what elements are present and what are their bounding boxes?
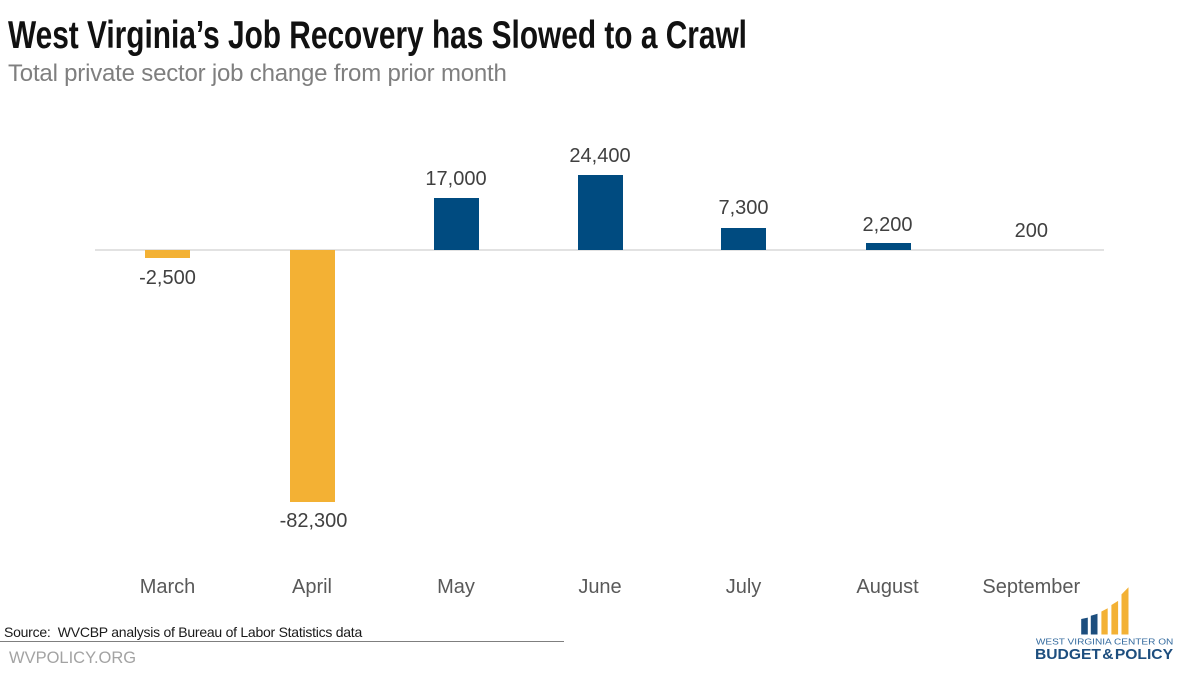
svg-text:BUDGET & POLICY: BUDGET & POLICY <box>1035 646 1173 663</box>
svg-text:WEST VIRGINIA CENTER ON: WEST VIRGINIA CENTER ON <box>1036 636 1174 646</box>
